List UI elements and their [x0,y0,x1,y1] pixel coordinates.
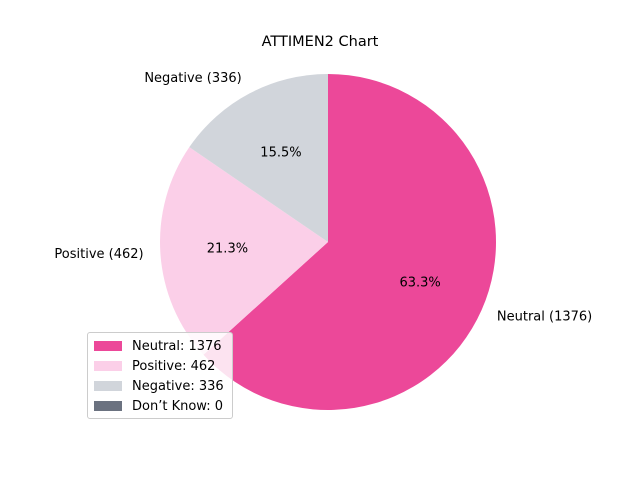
pie-slice-positive [159,147,328,355]
legend-label: Neutral: 1376 [132,338,222,354]
chart-title: ATTIMEN2 Chart [261,34,379,50]
pie-outer-label: Positive (462) [54,247,143,262]
pie-percent-label: 21.3% [207,241,248,256]
pie-percent-label: 15.5% [260,145,301,160]
legend-item: Don’t Know: 0 [88,396,232,416]
pie-outer-label: Neutral (1376) [497,309,592,324]
legend-label: Positive: 462 [132,358,216,374]
pie-slice-negative [189,74,328,242]
pie-slice-neutral [203,74,497,410]
legend-label: Negative: 336 [132,378,224,394]
legend-item: Neutral: 1376 [88,336,232,356]
pie-outer-label: Negative (336) [144,71,241,86]
legend-label: Don’t Know: 0 [132,398,223,414]
legend-swatch [94,401,122,411]
legend-swatch [94,341,122,351]
chart-legend: Neutral: 1376 Positive: 462 Negative: 336 D… [87,332,233,419]
legend-item: Positive: 462 [88,356,232,376]
legend-item: Negative: 336 [88,376,232,396]
legend-swatch [94,361,122,371]
legend-swatch [94,381,122,391]
pie-percent-label: 63.3% [399,275,440,290]
